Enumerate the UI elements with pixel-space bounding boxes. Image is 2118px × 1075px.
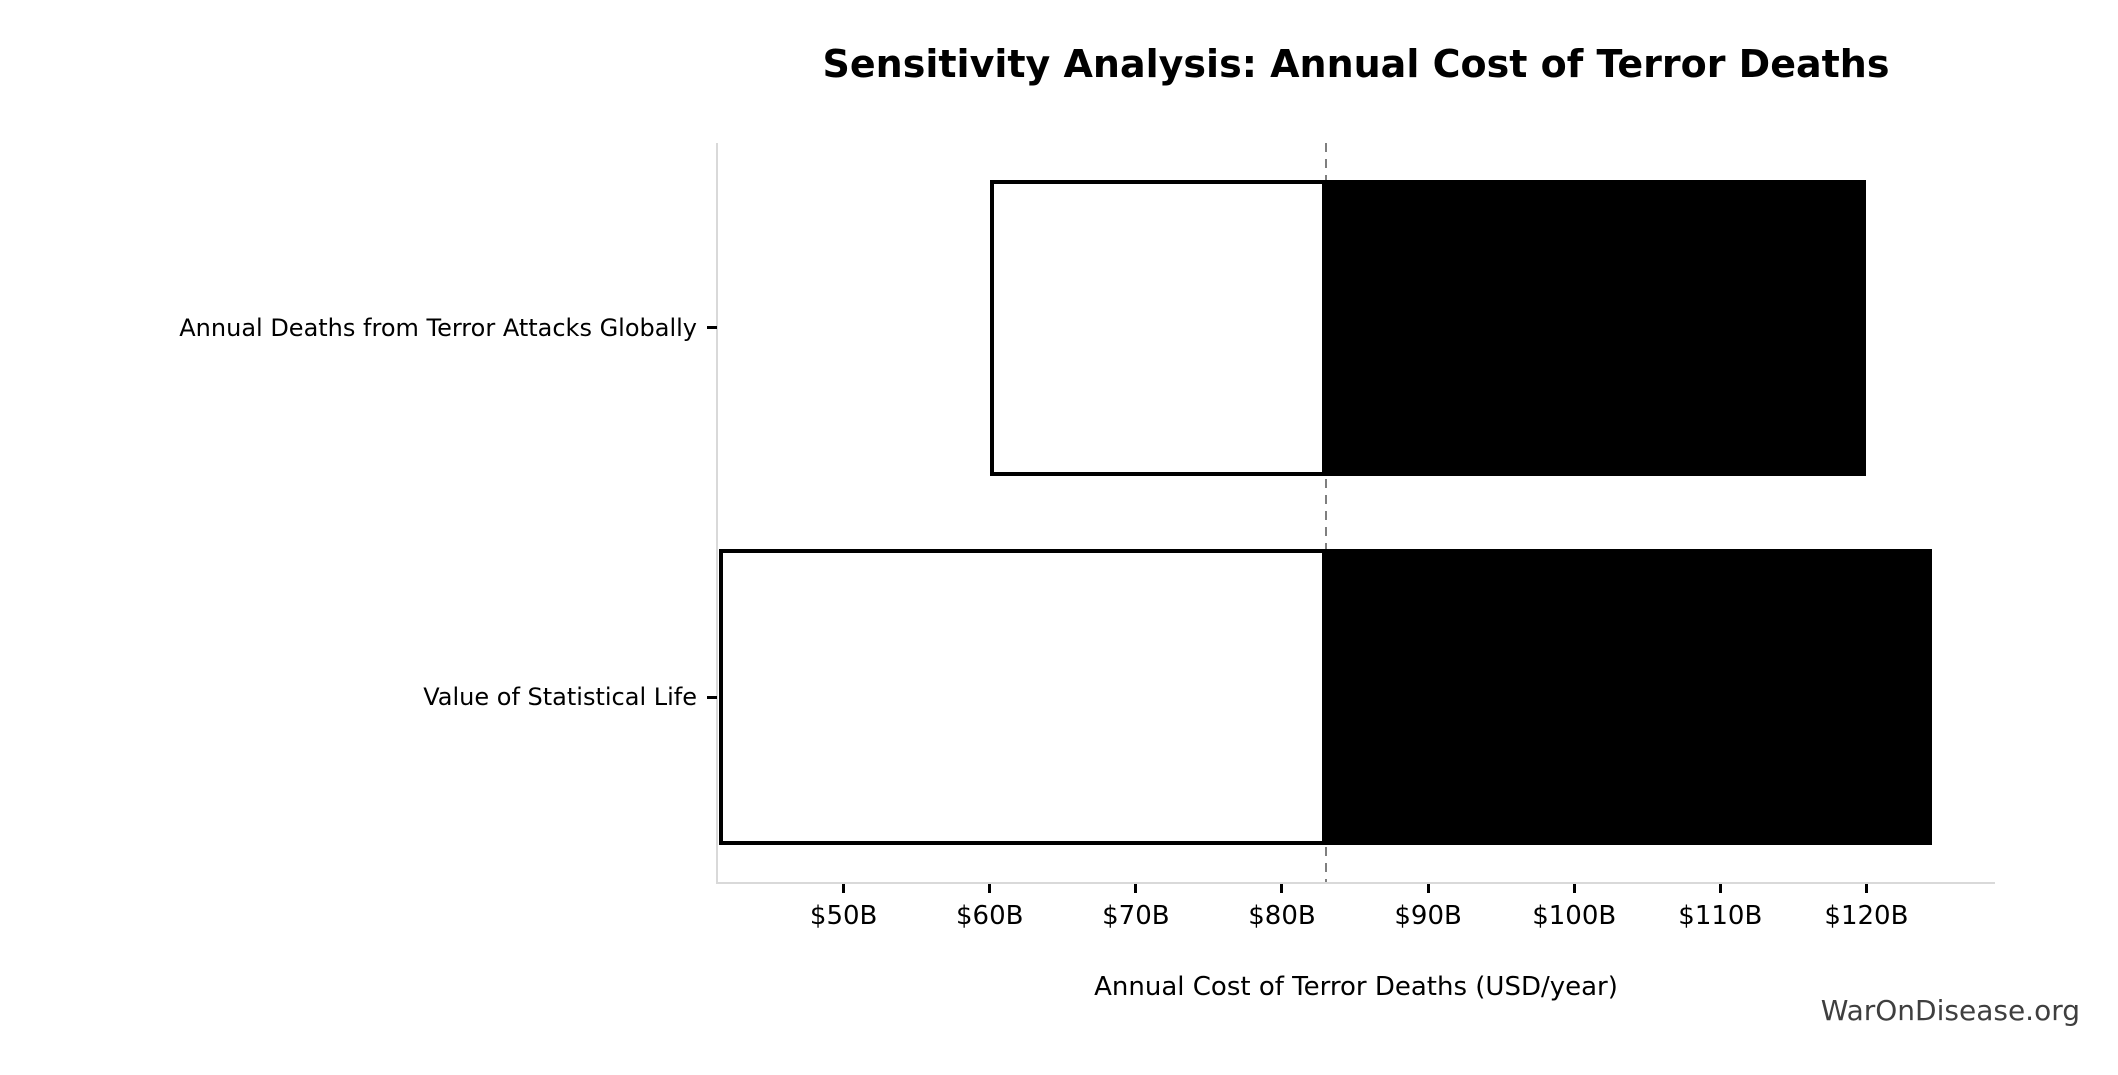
x-tick-label: $90B bbox=[1394, 901, 1462, 931]
plot-area: Annual Deaths from Terror Attacks Global… bbox=[179, 143, 1995, 931]
x-tick-label: $50B bbox=[809, 901, 878, 931]
x-tick-label: $80B bbox=[1248, 901, 1316, 931]
y-axis-spine bbox=[716, 143, 718, 884]
x-tick bbox=[1572, 884, 1576, 893]
x-tick-label: $60B bbox=[956, 901, 1024, 931]
x-tick-label: $100B bbox=[1532, 901, 1617, 931]
watermark: WarOnDisease.org bbox=[1820, 994, 2080, 1027]
x-tick bbox=[1134, 884, 1138, 893]
y-tick bbox=[707, 695, 717, 699]
bar-low-segment bbox=[989, 179, 1326, 476]
x-tick bbox=[1718, 884, 1722, 893]
x-tick bbox=[1426, 884, 1430, 893]
x-tick-label: $110B bbox=[1678, 901, 1763, 931]
chart-title: Sensitivity Analysis: Annual Cost of Ter… bbox=[822, 42, 1890, 86]
x-tick bbox=[1280, 884, 1284, 893]
x-tick bbox=[988, 884, 992, 893]
y-tick bbox=[707, 326, 717, 330]
baseline-dashed-line bbox=[1324, 143, 1327, 882]
x-axis-label: Annual Cost of Terror Deaths (USD/year) bbox=[1094, 972, 1618, 1002]
x-tick-label: $120B bbox=[1824, 901, 1909, 931]
bar-high-segment bbox=[1325, 549, 1933, 846]
y-tick-label: Value of Statistical Life bbox=[423, 683, 697, 712]
x-tick bbox=[842, 884, 846, 893]
x-tick bbox=[1864, 884, 1868, 893]
bar-low-segment bbox=[719, 549, 1326, 846]
y-tick-label: Annual Deaths from Terror Attacks Global… bbox=[179, 313, 697, 342]
bar-high-segment bbox=[1325, 179, 1867, 476]
x-tick-label: $70B bbox=[1102, 901, 1170, 931]
x-axis-line bbox=[716, 882, 1995, 884]
